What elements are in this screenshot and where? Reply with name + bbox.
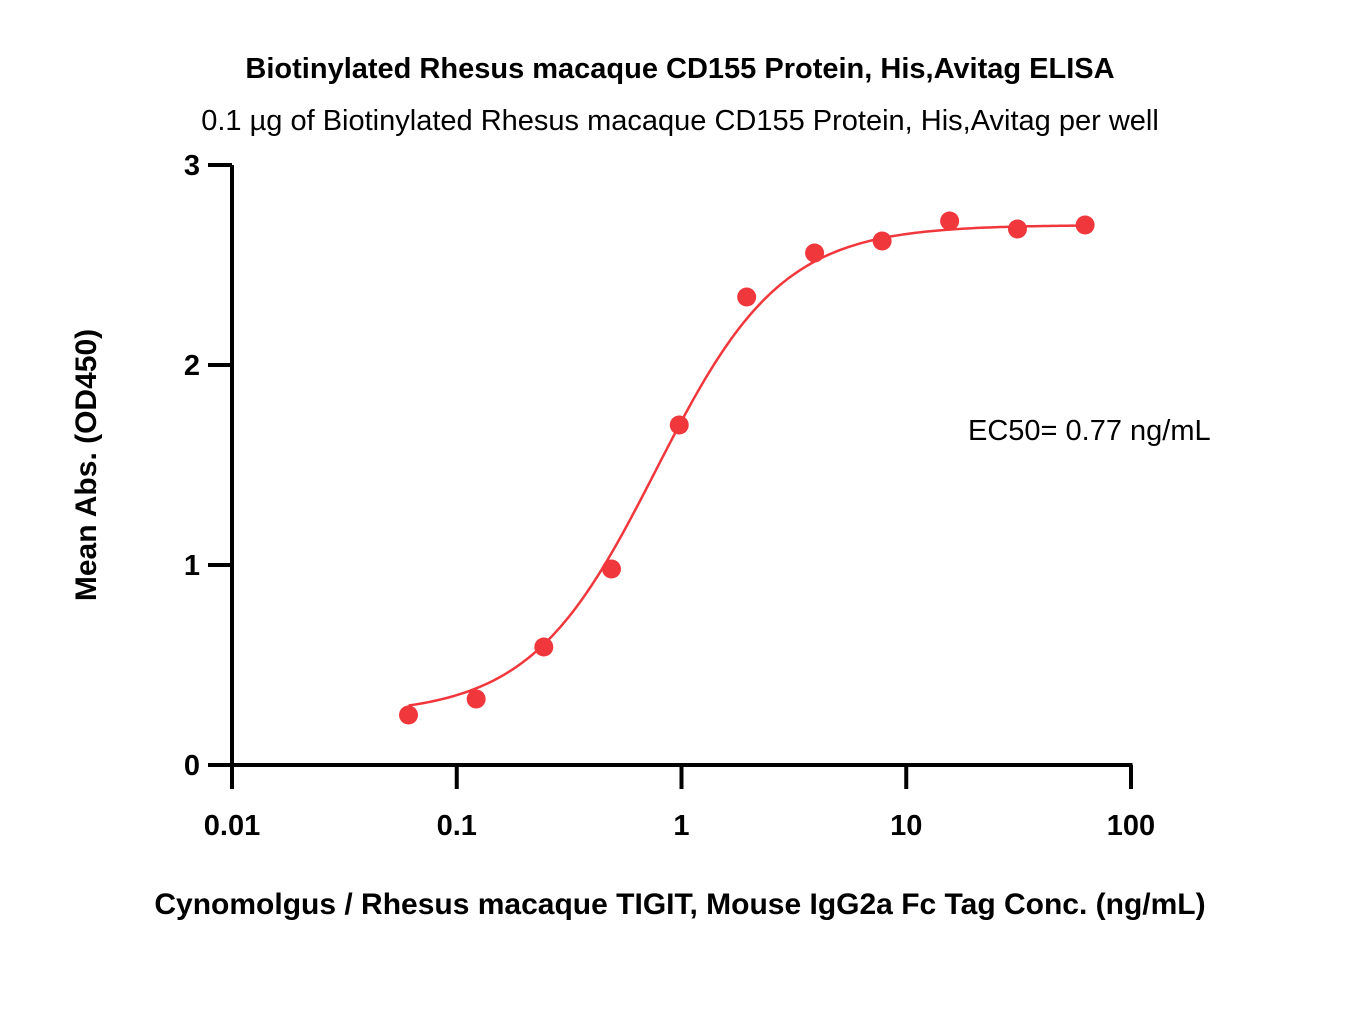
y-tick-label: 2 — [184, 350, 200, 382]
x-tick-label: 10 — [890, 810, 922, 842]
data-point — [399, 705, 419, 725]
chart-subtitle: 0.1 µg of Biotinylated Rhesus macaque CD… — [201, 105, 1159, 137]
data-point — [534, 637, 554, 657]
data-point — [1075, 215, 1095, 235]
data-point — [805, 243, 825, 263]
fit-curve-layer — [408, 224, 1086, 707]
data-point — [737, 287, 757, 307]
y-axis-label: Mean Abs. (OD450) — [70, 329, 103, 601]
data-point — [940, 211, 960, 231]
y-tick-label: 1 — [184, 550, 200, 582]
y-tick-label: 3 — [184, 150, 200, 182]
x-axis-label: Cynomolgus / Rhesus macaque TIGIT, Mouse… — [154, 888, 1205, 921]
x-tick-label: 1 — [673, 810, 689, 842]
chart-title: Biotinylated Rhesus macaque CD155 Protei… — [245, 53, 1114, 85]
x-tick-label: 100 — [1107, 810, 1155, 842]
axes: 0 1 2 3 0.01 0.1 1 10 100 — [184, 150, 1155, 842]
x-tick-label: 0.01 — [204, 810, 260, 842]
x-tick-label: 0.1 — [437, 810, 477, 842]
data-point — [1007, 219, 1027, 239]
data-points-layer — [399, 211, 1095, 725]
data-point — [669, 415, 689, 435]
y-tick-label: 0 — [184, 750, 200, 782]
data-point — [466, 689, 486, 709]
fit-curve — [408, 224, 1086, 707]
data-point — [872, 231, 892, 251]
data-point — [601, 559, 621, 579]
ec50-annotation: EC50= 0.77 ng/mL — [968, 415, 1211, 447]
